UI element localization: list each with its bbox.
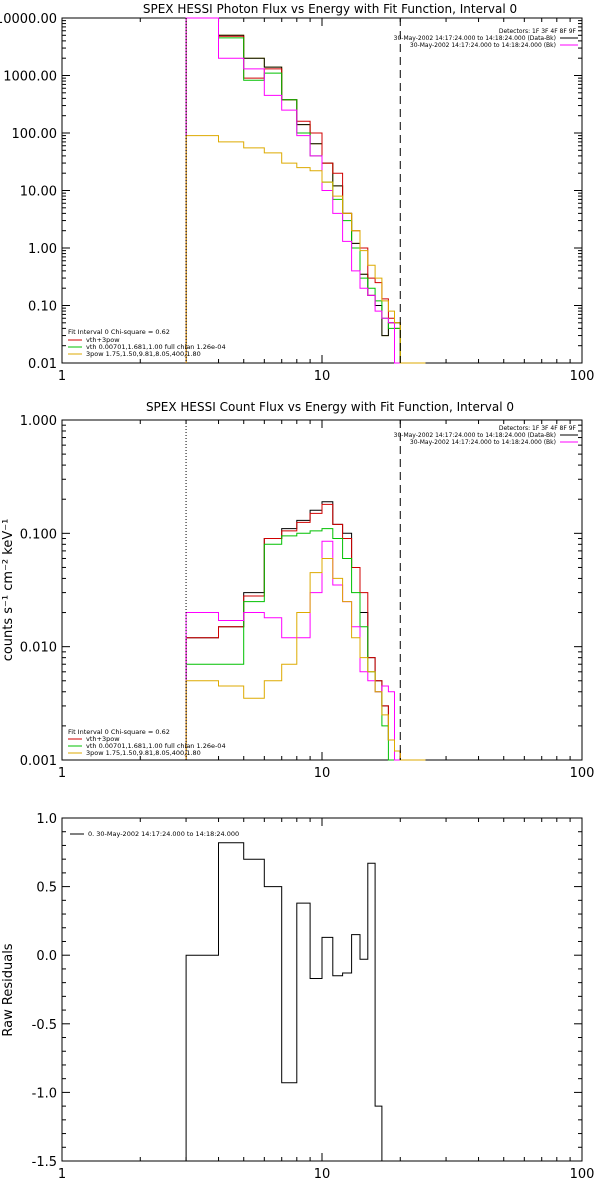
count-ytick-label: 0.100 xyxy=(20,527,57,542)
residuals-series-group xyxy=(185,842,401,1162)
residuals-legend: 0. 30-May-2002 14:17:24.000 to 14:18:24.… xyxy=(70,830,239,838)
photon-marker-lines xyxy=(185,18,401,363)
photon-ytick-label: 1000.00 xyxy=(3,70,57,85)
photon-xtick-label: 100 xyxy=(570,369,595,384)
residuals-panel: Raw Residuals 1 10 100 1.0 0.5 0.0 -0.5 -1.0 -1.… xyxy=(1,812,594,1182)
count-header: Detectors: 1F 3F 4F 8F 9F 30-May-2002 14… xyxy=(394,425,578,446)
residuals-ytick-label: -0.5 xyxy=(32,1018,57,1033)
count-axis-ticks: 1 10 100 0.001 0.010 0.100 1.000 xyxy=(20,414,595,781)
count-ytick-label: 0.010 xyxy=(20,641,57,656)
photon-header: Detectors: 1F 3F 4F 8F 9F 30-May-2002 14… xyxy=(394,28,578,49)
photon-ytick-label: 10000.00 xyxy=(0,12,57,27)
count-y-axis-label: counts s⁻¹ cm⁻² keV⁻¹ xyxy=(1,519,16,662)
residuals-ytick-label: 1.0 xyxy=(36,812,57,827)
count-chart-title: SPEX HESSI Count Flux vs Energy with Fit… xyxy=(146,400,514,414)
residuals-axis-ticks: 1 10 100 1.0 0.5 0.0 -0.5 -1.0 -1.5 xyxy=(32,812,595,1182)
photon-ytick-label: 0.10 xyxy=(28,300,57,315)
photon-flux-panel: SPEX HESSI Photon Flux vs Energy with Fi… xyxy=(0,2,594,384)
count-xtick-label: 1 xyxy=(58,766,66,781)
photon-xtick-label: 10 xyxy=(314,369,331,384)
residuals-ytick-label: 0.0 xyxy=(36,949,57,964)
photon-ytick-label: 0.01 xyxy=(28,357,57,372)
photon-series-group xyxy=(185,17,426,364)
residuals-ytick-label: 0.5 xyxy=(36,881,57,896)
count-detectors-text: Detectors: 1F 3F 4F 8F 9F xyxy=(499,425,577,432)
count-series-1 xyxy=(185,503,426,761)
photon-legend: Fit Interval 0 Chi-square = 0.62 vth+3po… xyxy=(68,328,226,358)
residuals-xtick-label: 100 xyxy=(570,1167,595,1182)
photon-xtick-label: 1 xyxy=(58,369,66,384)
count-marker-lines xyxy=(185,420,401,760)
count-xtick-label: 10 xyxy=(314,766,331,781)
count-series-group xyxy=(185,501,426,761)
count-fit-text: Fit Interval 0 Chi-square = 0.62 xyxy=(68,728,170,736)
photon-chart-title: SPEX HESSI Photon Flux vs Energy with Fi… xyxy=(143,2,517,16)
count-legend-3pow: 3pow 1.75,1.50,9.81,8.05,400,1.80 xyxy=(86,749,201,757)
residuals-ytick-label: -1.5 xyxy=(32,1155,57,1170)
count-data-interval-text: 30-May-2002 14:17:24.000 to 14:18:24.000… xyxy=(394,432,556,439)
count-series-4 xyxy=(185,558,426,761)
count-legend-vth: vth 0.00701,1.681,1.00 full chian 1.26e-… xyxy=(86,742,226,750)
count-legend: Fit Interval 0 Chi-square = 0.62 vth+3po… xyxy=(68,728,226,757)
count-series-0 xyxy=(185,501,426,761)
residuals-xtick-label: 1 xyxy=(58,1167,66,1182)
residuals-series-0 xyxy=(185,842,401,1162)
count-flux-panel: SPEX HESSI Count Flux vs Energy with Fit… xyxy=(1,400,594,781)
count-ytick-label: 1.000 xyxy=(20,414,57,429)
count-bk-interval-text: 30-May-2002 14:17:24.000 to 14:18:24.000… xyxy=(410,439,556,446)
photon-axis-ticks: 1 10 100 0.01 0.10 1.00 10.00 100.00 1000.00 1000… xyxy=(0,12,594,384)
count-ytick-label: 0.001 xyxy=(20,754,57,769)
photon-ytick-label: 10.00 xyxy=(20,185,57,200)
residuals-xtick-label: 10 xyxy=(314,1167,331,1182)
photon-bk-interval-text: 30-May-2002 14:17:24.000 to 14:18:24.000… xyxy=(410,42,556,49)
count-xtick-label: 100 xyxy=(570,766,595,781)
photon-data-interval-text: 30-May-2002 14:17:24.000 to 14:18:24.000… xyxy=(394,35,556,42)
photon-fit-text: Fit Interval 0 Chi-square = 0.62 xyxy=(68,328,170,336)
residuals-ytick-label: -1.0 xyxy=(32,1086,57,1101)
photon-ytick-label: 1.00 xyxy=(28,242,57,257)
residuals-plot-frame xyxy=(61,817,583,1162)
photon-legend-vth: vth 0.00701,1.681,1.00 full chian 1.26e-… xyxy=(86,343,226,351)
count-legend-model: vth+3pow xyxy=(86,735,120,743)
photon-legend-model: vth+3pow xyxy=(86,336,120,344)
count-series-3 xyxy=(185,540,426,761)
photon-ytick-label: 100.00 xyxy=(12,127,58,142)
residuals-y-axis-label: Raw Residuals xyxy=(1,943,16,1036)
photon-detectors-text: Detectors: 1F 3F 4F 8F 9F xyxy=(499,28,577,35)
residuals-legend-text: 0. 30-May-2002 14:17:24.000 to 14:18:24.… xyxy=(88,830,239,838)
count-series-2 xyxy=(185,528,426,761)
photon-series-5 xyxy=(185,135,426,364)
photon-legend-3pow: 3pow 1.75,1.50,9.81,8.05,400,1.80 xyxy=(86,350,201,358)
